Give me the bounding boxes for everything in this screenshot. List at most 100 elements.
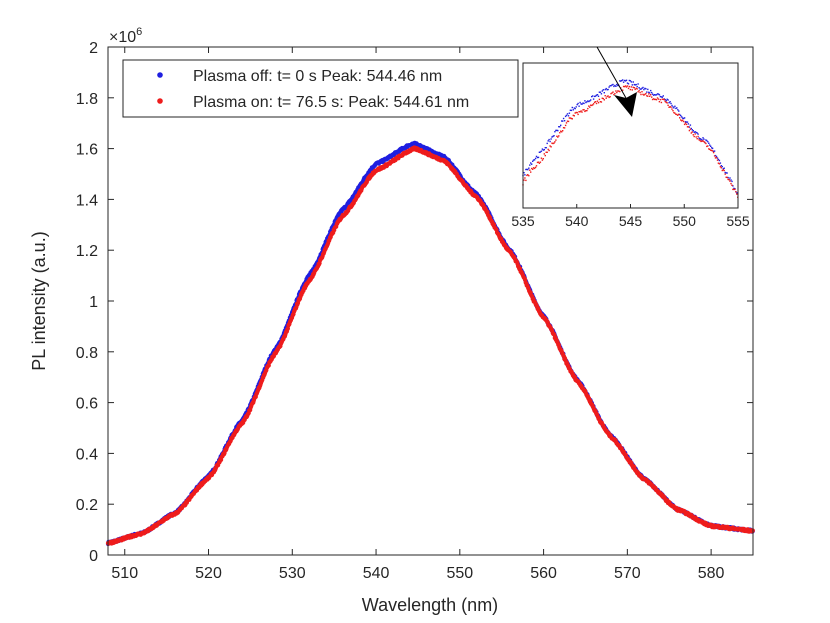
inset-data-point-plasma-on (613, 93, 615, 96)
inset-data-point-plasma-on (721, 169, 723, 172)
inset-data-point-plasma-off (656, 93, 659, 95)
inset-data-point-plasma-off (564, 115, 567, 118)
inset-data-point-plasma-on (623, 85, 626, 88)
inset-data-point-plasma-on (597, 102, 600, 104)
inset-data-point-plasma-on (701, 140, 703, 142)
inset-data-point-plasma-on (539, 161, 542, 163)
inset-data-point-plasma-on (689, 128, 692, 130)
inset-data-point-plasma-on (678, 113, 680, 115)
legend-box (122, 59, 519, 118)
inset-data-point-plasma-off (565, 114, 568, 117)
inset-data-point-plasma-on (606, 95, 608, 98)
inset-data-point-plasma-on (734, 188, 736, 191)
inset-data-point-plasma-on (622, 89, 624, 91)
inset-data-point-plasma-on (550, 146, 552, 148)
inset-data-point-plasma-off (621, 79, 623, 82)
inset-plot-area (523, 63, 738, 208)
inset-data-point-plasma-on (706, 145, 708, 148)
inset-data-point-plasma-on (635, 87, 637, 90)
inset-data-point-plasma-off (560, 124, 562, 126)
main-x-ticks: 510 520 530 540 550 560 570 580 (111, 47, 725, 582)
inset-data-point-plasma-off (550, 138, 552, 140)
inset-data-point-plasma-off (626, 82, 629, 84)
inset-data-point-plasma-off (707, 141, 709, 143)
inset-data-point-plasma-off (523, 172, 525, 174)
inset-data-point-plasma-off (599, 91, 602, 93)
inset-data-point-plasma-on (638, 90, 640, 92)
inset-data-point-plasma-off (637, 83, 639, 85)
inset-data-point-plasma-off (648, 91, 650, 93)
x-tick-label: 510 (111, 565, 138, 582)
inset-data-point-plasma-off (666, 98, 668, 100)
inset-data-point-plasma-off (556, 129, 558, 132)
inset-data-point-plasma-off (708, 142, 710, 144)
inset-data-point-plasma-on (730, 182, 732, 185)
inset-data-point-plasma-on (726, 176, 728, 179)
inset-data-point-plasma-off (690, 127, 692, 130)
inset-data-point-plasma-off (668, 102, 670, 104)
inset-data-point-plasma-on (548, 149, 550, 152)
inset-data-point-plasma-off (703, 138, 705, 140)
inset-data-point-plasma-on (687, 126, 690, 128)
inset-data-point-plasma-on (710, 149, 712, 151)
inset-data-point-plasma-on (643, 94, 645, 96)
inset-data-point-plasma-on (572, 114, 574, 117)
inset-data-point-plasma-on (705, 142, 707, 145)
inset-x-tick-label: 555 (726, 213, 750, 229)
inset-data-point-plasma-off (545, 147, 547, 149)
inset-data-point-plasma-off (595, 94, 598, 96)
inset-data-point-plasma-on (601, 97, 603, 99)
inset-data-point-plasma-off (590, 99, 592, 101)
inset-data-point-plasma-off (711, 147, 714, 150)
inset-data-point-plasma-on (532, 167, 535, 169)
inset-data-point-plasma-off (714, 154, 717, 157)
inset-data-point-plasma-off (665, 100, 667, 102)
inset-data-point-plasma-on (523, 179, 525, 181)
inset-data-point-plasma-on (683, 123, 686, 126)
y-tick-label: 1.2 (76, 243, 98, 260)
inset-data-point-plasma-on (526, 174, 528, 177)
inset-data-point-plasma-on (598, 98, 601, 101)
inset-data-point-plasma-off (657, 93, 660, 95)
inset-data-point-plasma-off (597, 95, 600, 97)
inset-data-point-plasma-off (551, 136, 553, 138)
inset-data-point-plasma-on (629, 88, 632, 91)
inset-data-point-plasma-on (542, 158, 544, 160)
inset-data-point-plasma-off (631, 84, 633, 86)
inset-data-point-plasma-on (711, 149, 713, 152)
inset-data-point-plasma-off (579, 101, 581, 104)
inset-data-point-plasma-on (591, 104, 593, 107)
y-tick-label: 1.6 (76, 142, 98, 159)
inset-data-point-plasma-on (718, 163, 721, 165)
series-plasma-on (105, 145, 755, 546)
inset-data-point-plasma-on (731, 184, 733, 186)
inset-data-point-plasma-off (652, 94, 655, 96)
inset-data-point-plasma-on (605, 97, 607, 99)
inset-data-point-plasma-off (720, 165, 722, 167)
inset-data-point-plasma-on (723, 169, 725, 172)
inset-data-point-plasma-off (651, 91, 653, 94)
inset-data-point-plasma-off (669, 101, 671, 103)
inset-data-point-plasma-on (603, 99, 605, 101)
inset-data-point-plasma-off (664, 98, 666, 101)
inset-data-point-plasma-on (641, 91, 643, 93)
inset-data-point-plasma-on (671, 108, 673, 110)
inset-data-point-plasma-on (659, 99, 662, 101)
inset-data-point-plasma-on (576, 111, 578, 114)
inset-data-point-plasma-on (560, 130, 562, 132)
inset-data-point-plasma-off (729, 177, 731, 179)
inset-data-point-plasma-on (573, 115, 575, 117)
inset-data-point-plasma-off (615, 85, 617, 87)
inset-data-point-plasma-on (571, 118, 573, 120)
inset-data-point-plasma-off (655, 94, 658, 96)
inset-data-point-plasma-off (676, 107, 678, 109)
inset-data-point-plasma-off (570, 109, 573, 112)
inset-data-point-plasma-on (581, 111, 583, 113)
x-axis-label: Wavelength (nm) (362, 595, 498, 615)
inset-data-point-plasma-off (717, 158, 720, 161)
inset-data-point-plasma-off (555, 129, 557, 132)
inset-data-point-plasma-off (645, 88, 647, 90)
inset-data-point-plasma-on (532, 168, 534, 170)
inset-data-point-plasma-on (596, 100, 599, 102)
inset-data-point-plasma-off (540, 150, 543, 152)
